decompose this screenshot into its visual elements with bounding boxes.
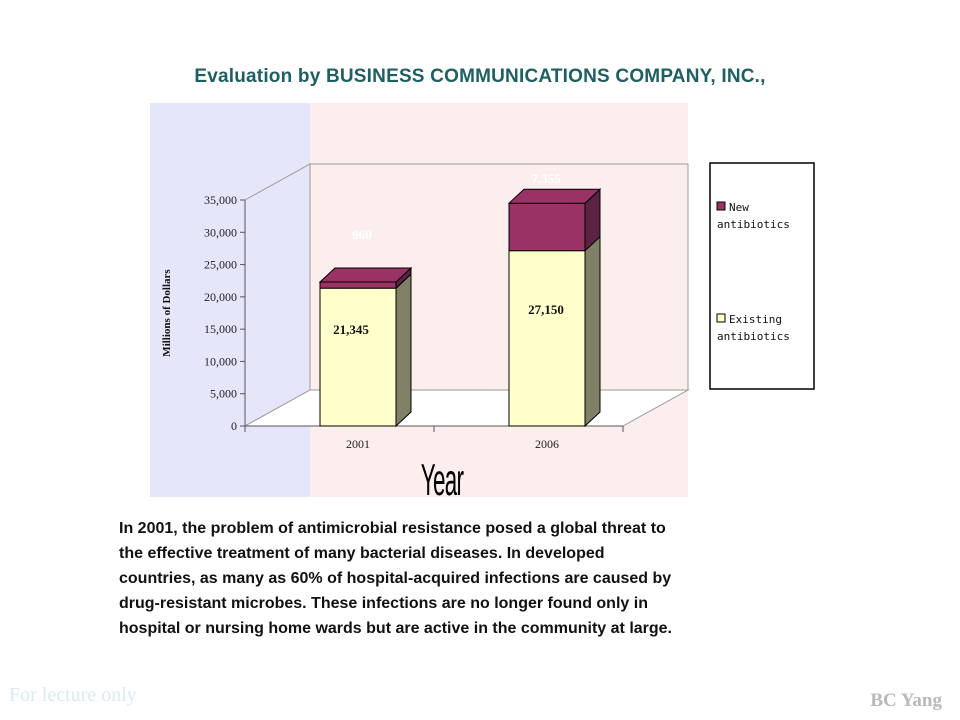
floor (243, 389, 690, 427)
x-tick-label: 2006 (535, 437, 559, 451)
y-tick-label: 15,000 (204, 322, 237, 336)
author-name: BC Yang (870, 690, 942, 711)
legend-label: antibiotics (717, 218, 790, 231)
y-axis-title: Millions of Dollars (161, 269, 173, 357)
legend-box (709, 162, 815, 390)
bar-existing-front (508, 250, 586, 427)
chart-svg: 0 5,000 10,000 15,000 20,000 25,000 30,000 35,0… (150, 103, 815, 497)
bar-top (507, 188, 602, 204)
side-wall (244, 163, 311, 427)
bar-new-front (319, 281, 397, 289)
legend-swatch (716, 201, 726, 211)
bar-existing-side (395, 273, 412, 428)
y-tick-label: 30,000 (204, 225, 237, 239)
y-tick-label: 5,000 (210, 387, 237, 401)
y-tick-label: 0 (231, 419, 237, 433)
paragraph-line: hospital or nursing home wards but are a… (119, 620, 672, 637)
legend-swatch (716, 313, 726, 323)
bar-existing-front (319, 287, 397, 427)
data-label: 960 (352, 227, 372, 242)
data-label: 21,345 (333, 322, 369, 337)
data-label: 27,150 (528, 302, 564, 317)
bar-new-front (508, 202, 586, 252)
paragraph-line: In 2001, the problem of antimicrobial re… (119, 520, 666, 537)
data-label: 7,355 (531, 171, 561, 186)
x-axis-title: Year (421, 455, 464, 497)
y-tick-label: 35,000 (204, 193, 237, 207)
y-tick-label: 10,000 (204, 354, 237, 368)
bar-existing-side (584, 235, 601, 428)
paragraph-line: countries, as many as 60% of hospital-ac… (119, 570, 672, 587)
legend-label: antibiotics (717, 330, 790, 343)
y-tick-label: 20,000 (204, 290, 237, 304)
paragraph-line: drug-resistant microbes. These infection… (119, 595, 648, 612)
description-paragraph: In 2001, the problem of antimicrobial re… (119, 516, 879, 641)
bar-chart: 0 5,000 10,000 15,000 20,000 25,000 30,000 35,0… (150, 103, 818, 497)
chart-heading: Evaluation by BUSINESS COMMUNICATIONS CO… (194, 66, 766, 87)
x-tick-label: 2001 (346, 437, 370, 451)
paragraph-line: the effective treatment of many bacteria… (119, 545, 605, 562)
y-tick-label: 25,000 (204, 258, 237, 272)
legend-label: New (729, 201, 749, 214)
bar-top (318, 267, 413, 283)
legend-label: Existing (729, 313, 782, 326)
lecture-note: For lecture only (9, 684, 137, 706)
